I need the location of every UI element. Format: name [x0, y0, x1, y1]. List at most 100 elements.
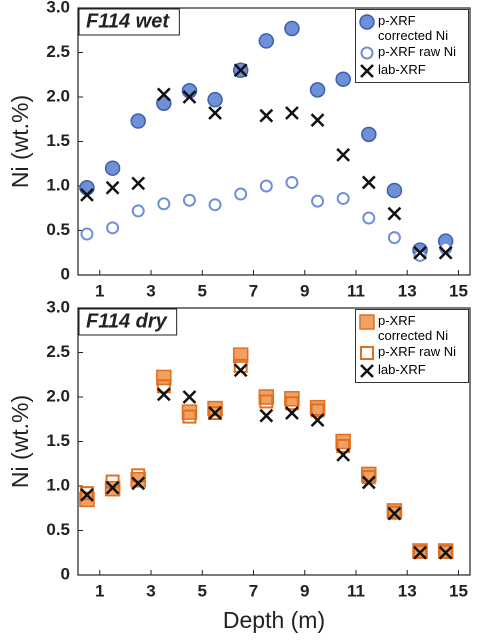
marker: [285, 406, 299, 420]
marker: [361, 175, 376, 190]
marker: [438, 545, 453, 560]
marker: [80, 488, 94, 502]
marker: [181, 404, 198, 420]
marker: [208, 406, 222, 420]
x-tick-label: 3: [146, 581, 155, 600]
legend-icon: [360, 64, 374, 78]
marker: [182, 409, 197, 424]
marker: [336, 447, 351, 462]
y-tick-label: 3.0: [46, 297, 70, 316]
marker: [80, 227, 94, 241]
y-tick-label: 2.5: [46, 42, 70, 61]
marker: [207, 91, 223, 108]
marker: [259, 394, 274, 409]
legend-icon: [359, 14, 375, 30]
marker: [157, 197, 171, 211]
marker: [387, 506, 402, 521]
marker: [156, 369, 172, 386]
y-axis-label: Ni (wt.%): [7, 95, 33, 188]
legend-label: p-XRF corrected Ni: [378, 13, 449, 43]
title-box: [78, 8, 180, 36]
legend-icon: [360, 364, 374, 378]
x-tick-label: 9: [300, 581, 309, 600]
marker: [285, 106, 299, 120]
marker: [335, 433, 351, 450]
marker: [131, 176, 146, 191]
marker: [360, 64, 374, 78]
marker: [284, 391, 300, 407]
y-tick-label: 2.0: [46, 86, 70, 105]
y-tick-label: 1.0: [46, 175, 70, 194]
marker: [233, 363, 248, 378]
legend-icon: [360, 346, 374, 360]
legend-entry: p-XRF raw Ni: [359, 344, 465, 361]
marker: [79, 486, 94, 501]
y-tick-label: 0.5: [46, 520, 70, 539]
marker: [413, 245, 427, 260]
marker: [131, 468, 146, 483]
marker: [285, 175, 299, 189]
legend-label: p-XRF raw Ni: [378, 344, 457, 359]
marker: [361, 475, 376, 490]
x-tick-label: 5: [198, 281, 207, 300]
x-tick-label: 1: [95, 581, 104, 600]
y-tick-label: 0: [61, 564, 70, 583]
marker: [387, 231, 401, 245]
marker: [258, 33, 275, 49]
marker: [156, 95, 172, 111]
marker: [387, 505, 402, 520]
marker: [360, 46, 374, 60]
marker: [361, 126, 377, 143]
marker: [156, 387, 171, 402]
marker: [362, 211, 376, 225]
marker: [232, 347, 249, 363]
marker: [413, 545, 427, 560]
marker: [130, 113, 146, 129]
marker: [79, 180, 95, 196]
marker: [309, 399, 326, 416]
marker: [208, 198, 222, 212]
title-box: [78, 308, 178, 336]
legend-entry: lab-XRF: [359, 62, 465, 79]
y-tick-label: 0: [61, 264, 70, 283]
legend-icon: [359, 314, 375, 330]
x-tick-label: 1: [95, 281, 104, 300]
legend-label: p-XRF raw Ni: [378, 44, 457, 59]
marker: [438, 245, 453, 260]
legend: p-XRF corrected Ni p-XRF raw Ni lab-XRF: [355, 9, 469, 83]
marker: [387, 206, 402, 221]
marker: [359, 314, 375, 330]
marker: [310, 403, 325, 418]
x-tick-label: 13: [398, 281, 417, 300]
x-tick-label: 15: [449, 281, 468, 300]
legend-entry: p-XRF corrected Ni: [359, 313, 465, 343]
x-tick-label: 9: [300, 281, 309, 300]
marker: [131, 476, 146, 491]
marker: [156, 379, 171, 394]
marker: [360, 346, 374, 360]
chart-title: F114 dry: [86, 310, 168, 332]
marker: [311, 194, 325, 208]
marker: [284, 20, 300, 37]
marker: [310, 413, 325, 428]
marker: [233, 63, 248, 78]
marker: [309, 82, 326, 98]
marker: [336, 147, 351, 162]
legend-label: p-XRF corrected Ni: [378, 313, 449, 343]
x-tick-label: 5: [198, 581, 207, 600]
marker: [284, 396, 299, 411]
marker: [386, 182, 403, 199]
legend-label: lab-XRF: [378, 362, 426, 377]
marker: [335, 71, 351, 87]
marker: [360, 364, 374, 378]
marker: [182, 193, 196, 207]
x-axis-label: Depth (m): [223, 607, 325, 633]
legend-entry: p-XRF raw Ni: [359, 44, 465, 61]
x-tick-label: 3: [146, 281, 155, 300]
y-tick-label: 1.5: [46, 131, 70, 150]
marker: [104, 160, 121, 176]
x-tick-label: 13: [398, 581, 417, 600]
x-tick-label: 7: [249, 581, 258, 600]
marker: [438, 544, 453, 559]
y-tick-label: 3.0: [46, 0, 70, 16]
